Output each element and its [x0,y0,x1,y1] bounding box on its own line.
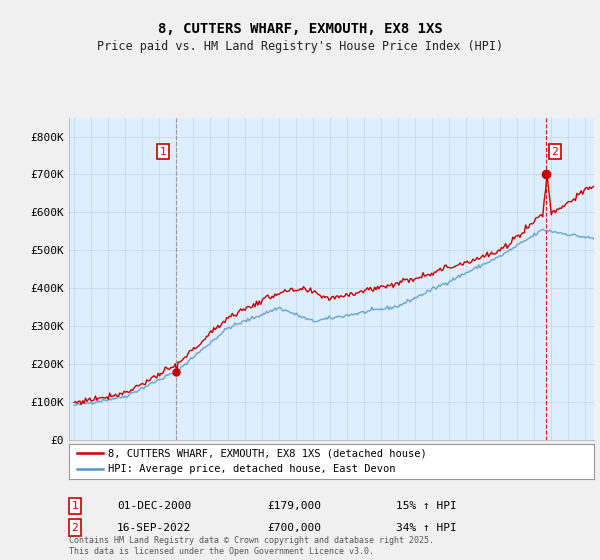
Text: 1: 1 [71,501,79,511]
Text: £179,000: £179,000 [267,501,321,511]
Text: 2: 2 [551,147,559,157]
Text: 8, CUTTERS WHARF, EXMOUTH, EX8 1XS: 8, CUTTERS WHARF, EXMOUTH, EX8 1XS [158,22,442,36]
Text: 1: 1 [160,147,166,157]
Text: Price paid vs. HM Land Registry's House Price Index (HPI): Price paid vs. HM Land Registry's House … [97,40,503,53]
Text: 01-DEC-2000: 01-DEC-2000 [117,501,191,511]
Text: HPI: Average price, detached house, East Devon: HPI: Average price, detached house, East… [109,464,396,474]
Text: 34% ↑ HPI: 34% ↑ HPI [396,522,457,533]
Text: 16-SEP-2022: 16-SEP-2022 [117,522,191,533]
Text: 2: 2 [71,522,79,533]
Text: Contains HM Land Registry data © Crown copyright and database right 2025.
This d: Contains HM Land Registry data © Crown c… [69,536,434,556]
Text: 15% ↑ HPI: 15% ↑ HPI [396,501,457,511]
Text: £700,000: £700,000 [267,522,321,533]
Text: 8, CUTTERS WHARF, EXMOUTH, EX8 1XS (detached house): 8, CUTTERS WHARF, EXMOUTH, EX8 1XS (deta… [109,449,427,459]
